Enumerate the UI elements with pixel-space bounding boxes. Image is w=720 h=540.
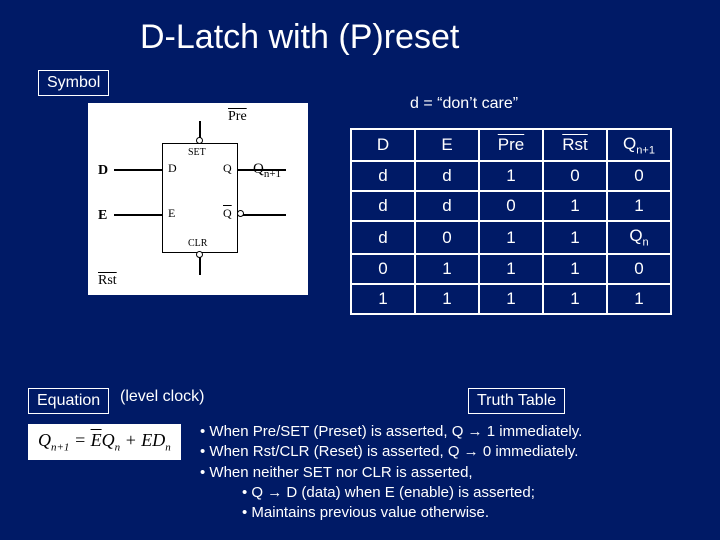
- symbol-wire: [114, 169, 162, 171]
- symbol-pin-e-outer: E: [98, 208, 107, 224]
- table-row: d 0 1 1 Qn: [351, 221, 671, 253]
- symbol-label: Symbol: [38, 70, 109, 96]
- equation-label: Equation: [28, 388, 109, 414]
- symbol-pin-e: E: [168, 206, 175, 221]
- symbol-body: [162, 143, 238, 253]
- symbol-pin-rst: Rst: [98, 273, 117, 289]
- dont-care-note: d = “don’t care”: [410, 95, 518, 113]
- symbol-pin-d: D: [168, 161, 177, 176]
- equation-formula: Qn+1 = EQn + EDn: [28, 424, 181, 460]
- col-e: E: [415, 129, 479, 161]
- bullet-item: • When Rst/CLR (Reset) is asserted, Q → …: [200, 442, 582, 462]
- truth-table-label: Truth Table: [468, 388, 565, 414]
- symbol-diagram: Pre D E Rst D E SET CLR Q Q Qn+1: [88, 103, 308, 295]
- symbol-pin-q: Q: [223, 161, 232, 176]
- table-row: 0 1 1 1 0: [351, 254, 671, 284]
- symbol-bubble: [196, 137, 203, 144]
- bullet-item: • Q → D (data) when E (enable) is assert…: [242, 483, 582, 503]
- symbol-wire: [114, 214, 162, 216]
- col-rst: Rst: [543, 129, 607, 161]
- table-row: d d 1 0 0: [351, 161, 671, 191]
- col-q: Qn+1: [607, 129, 671, 161]
- symbol-pin-qbar: Q: [223, 206, 232, 221]
- truth-table: D E Pre Rst Qn+1 d d 1 0 0 d d 0 1 1 d 0…: [350, 128, 672, 315]
- symbol-pin-set: SET: [188, 147, 206, 158]
- level-clock-note: (level clock): [120, 388, 204, 406]
- symbol-wire: [238, 169, 286, 171]
- slide-title: D-Latch with (P)reset: [140, 18, 459, 57]
- symbol-pin-pre: Pre: [228, 109, 247, 125]
- symbol-pin-d-outer: D: [98, 163, 108, 179]
- symbol-wire: [238, 214, 286, 216]
- table-header-row: D E Pre Rst Qn+1: [351, 129, 671, 161]
- bullet-item: • When Pre/SET (Preset) is asserted, Q →…: [200, 422, 582, 442]
- symbol-bubble: [196, 251, 203, 258]
- col-d: D: [351, 129, 415, 161]
- symbol-bubble: [237, 210, 244, 217]
- symbol-pin-clr: CLR: [188, 238, 207, 249]
- col-pre: Pre: [479, 129, 543, 161]
- symbol-q-output: Qn+1: [253, 161, 281, 180]
- bullet-item: • When neither SET nor CLR is asserted,: [200, 463, 582, 483]
- bullet-list: • When Pre/SET (Preset) is asserted, Q →…: [200, 422, 582, 523]
- table-row: d d 0 1 1: [351, 191, 671, 221]
- table-row: 1 1 1 1 1: [351, 284, 671, 314]
- bullet-item: • Maintains previous value otherwise.: [242, 503, 582, 523]
